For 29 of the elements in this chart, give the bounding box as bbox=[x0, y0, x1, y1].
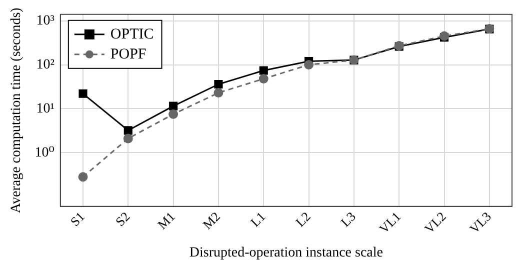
x-axis-title: Disrupted-operation instance scale bbox=[189, 245, 384, 260]
point bbox=[123, 134, 133, 144]
x-tick-label: L2 bbox=[292, 208, 314, 230]
point bbox=[78, 89, 88, 98]
x-tick-label: S2 bbox=[112, 208, 133, 230]
y-axis-title: Average computation time (seconds) bbox=[9, 7, 24, 214]
x-tick-label: VL1 bbox=[376, 208, 404, 236]
x-tick-label: VL2 bbox=[421, 208, 449, 236]
point bbox=[214, 88, 224, 98]
point bbox=[169, 102, 178, 110]
point bbox=[214, 80, 223, 89]
x-tick-label: M1 bbox=[154, 208, 178, 232]
legend-label: OPTIC bbox=[110, 26, 154, 42]
point bbox=[258, 74, 268, 84]
y-tick-label: 10¹ bbox=[36, 101, 54, 116]
x-tick-label: M2 bbox=[200, 208, 224, 232]
x-tick-label: L3 bbox=[338, 208, 358, 230]
y-tick-label: 10² bbox=[36, 57, 54, 72]
legend-label: POPF bbox=[110, 46, 146, 62]
y-tick-label: 10³ bbox=[36, 13, 54, 28]
y-tick-label: 10⁰ bbox=[34, 145, 55, 160]
point bbox=[124, 126, 132, 135]
point bbox=[168, 109, 178, 119]
x-tick-label: L1 bbox=[247, 208, 268, 230]
x-tick-label: S1 bbox=[67, 208, 88, 230]
point bbox=[259, 66, 268, 75]
x-tick-label: VL3 bbox=[466, 208, 494, 236]
point bbox=[304, 60, 314, 70]
point bbox=[78, 172, 88, 182]
